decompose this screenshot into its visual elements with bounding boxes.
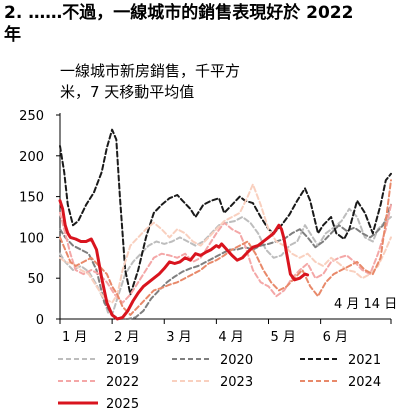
legend-label-2022: 2022 [106, 375, 139, 390]
legend-label-2019: 2019 [106, 353, 139, 368]
x-tick-label: 4 月 [218, 330, 243, 345]
chart-title: 一線城市新房銷售，千平方 米，7 天移動平均值 [60, 61, 240, 103]
legend-label-2024: 2024 [348, 375, 381, 390]
x-tick-label: 2 月 [114, 330, 139, 345]
y-tick-label: 200 [19, 150, 44, 165]
chart-title-line-2: 米，7 天移動平均值 [60, 83, 195, 101]
section-heading: 2. ……不過，一線城市的銷售表現好於 2022 年 [4, 2, 414, 46]
legend: 2019 2020 2021 2022 2023 2024 2025 [58, 353, 381, 412]
series-line-2021 [59, 128, 392, 296]
heading-line-1: 2. ……不過，一線城市的銷售表現好於 2022 [4, 3, 354, 23]
x-tick-label: 3 月 [166, 330, 191, 345]
series-layer [58, 128, 392, 321]
y-axis: 0 50 100 150 200 250 [19, 109, 61, 328]
series-line-2024 [59, 179, 392, 316]
y-tick-label: 250 [19, 109, 44, 124]
legend-label-2021: 2021 [348, 353, 381, 368]
y-tick-label: 50 [27, 272, 44, 287]
x-axis: 1 月 2 月 3 月 4 月 5 月 6 月 [59, 318, 392, 345]
chart-title-line-1: 一線城市新房銷售，千平方 [60, 62, 241, 80]
date-annotation: 4 月 14 日 [334, 297, 397, 312]
legend-label-2023: 2023 [220, 375, 253, 390]
y-tick-label: 0 [36, 313, 44, 328]
x-tick-label: 5 月 [271, 330, 296, 345]
series-line-2022 [59, 203, 392, 304]
x-tick-label: 6 月 [323, 330, 348, 345]
series-line-2023 [59, 183, 392, 304]
y-tick-label: 150 [19, 191, 44, 206]
legend-label-2020: 2020 [220, 353, 253, 368]
heading-line-2: 年 [4, 25, 21, 45]
y-tick-label: 100 [19, 231, 44, 246]
x-tick-label: 1 月 [62, 330, 87, 345]
legend-label-2025: 2025 [106, 397, 139, 412]
series-line-2025 [58, 199, 310, 321]
